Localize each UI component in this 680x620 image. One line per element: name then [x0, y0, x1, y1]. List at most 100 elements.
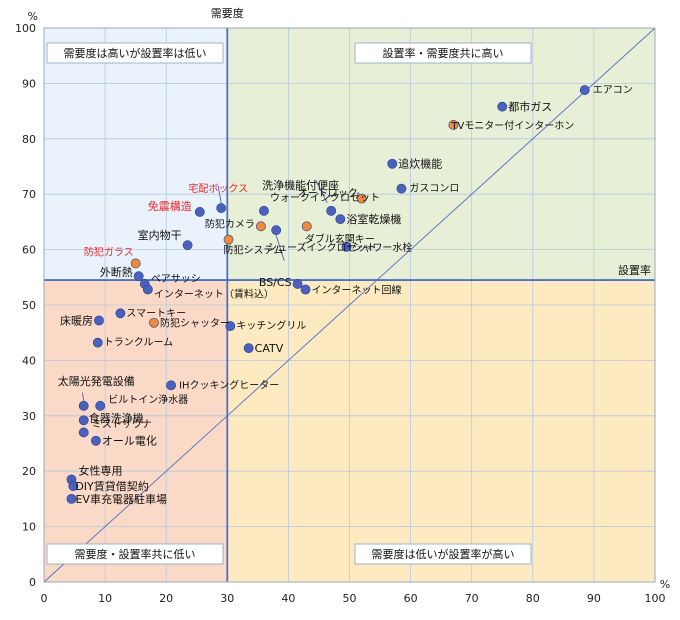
- quadrant-top-left-label: 需要度は高いが設置率は低い: [64, 46, 207, 60]
- data-label: 免震構造: [148, 199, 192, 213]
- quadrant-bottom-left-label: 需要度・設置率共に低い: [75, 547, 196, 561]
- data-label: ミストサウナ: [92, 418, 152, 430]
- data-label: 床暖房: [60, 314, 93, 328]
- data-label: EV車充電器駐車場: [75, 492, 166, 506]
- y-tick-label: 80: [22, 133, 36, 146]
- data-label: 防犯カメラ: [205, 217, 255, 230]
- data-label: 食器洗浄機: [89, 411, 144, 425]
- gridlines: [44, 28, 655, 582]
- data-label: TVモニター付インターホン: [450, 119, 574, 132]
- y-tick-label: 0: [29, 576, 36, 589]
- data-point: [335, 214, 346, 225]
- data-label: CATV: [255, 342, 284, 355]
- data-point: [130, 258, 141, 269]
- quadrant-bottom-left-label-box: [46, 543, 224, 565]
- data-point: [326, 205, 337, 216]
- data-point: [142, 284, 153, 295]
- data-point: [387, 158, 398, 169]
- x-tick-label: 0: [41, 592, 48, 605]
- quadrant-top-right-label: 設置率・需要度共に高い: [383, 46, 504, 60]
- y-tick-label: 30: [22, 410, 36, 423]
- leader-lines: [82, 180, 328, 401]
- data-label: インターネット（賃料込）: [154, 287, 274, 300]
- data-point: [78, 415, 89, 426]
- data-label: 宅配ボックス: [188, 182, 248, 195]
- quadrant-bottom-right-bg: [227, 280, 656, 582]
- y-tick-label: 50: [22, 299, 36, 312]
- y-tick-label: 40: [22, 354, 36, 367]
- data-label: IHクッキングヒーター: [179, 378, 279, 391]
- plot-frame: [43, 27, 656, 583]
- data-point: [68, 481, 79, 492]
- x-tick-label: 20: [159, 592, 173, 605]
- data-point: [292, 279, 303, 289]
- data-label: 都市ガス: [508, 100, 552, 114]
- data-label: DIY賃貸借契約: [75, 479, 148, 493]
- x-tick-label: 40: [281, 592, 295, 605]
- data-point: [78, 427, 89, 438]
- diagonal-line: [43, 27, 656, 583]
- data-label: ダブル玄関キー: [305, 232, 375, 245]
- data-label: 浴室乾燥機: [346, 212, 401, 226]
- data-point: [94, 315, 104, 326]
- x-tick-label: 100: [645, 592, 666, 605]
- data-label: 防犯システム: [224, 244, 284, 257]
- data-point: [243, 343, 254, 354]
- x-unit-label: %: [660, 578, 670, 591]
- data-point: [91, 435, 101, 446]
- data-point: [300, 284, 311, 295]
- data-label: オートロック: [298, 188, 358, 200]
- data-point: [133, 271, 144, 282]
- data-point: [271, 225, 282, 236]
- data-label: 女性専用: [78, 464, 122, 478]
- data-point: [216, 203, 227, 213]
- leader-line: [82, 392, 85, 401]
- y-tick-label: 90: [22, 77, 36, 90]
- demand-axis-label: 需要度: [211, 6, 244, 20]
- data-label: スマートキー: [126, 308, 186, 319]
- data-point: [301, 221, 312, 232]
- data-label: ビルトイン浄水器: [108, 393, 188, 406]
- data-point: [115, 308, 126, 319]
- quadrant-bottom-right-label: 需要度は低いが設置率が高い: [372, 547, 515, 561]
- quadrant-bottom-left-bg: [44, 280, 228, 582]
- data-point: [225, 321, 236, 331]
- x-tick-label: 80: [526, 592, 540, 605]
- y-unit-label: %: [28, 10, 38, 23]
- x-tick-label: 90: [587, 592, 601, 605]
- x-tick-label: 50: [343, 592, 357, 605]
- data-label: 洗浄機能付便座: [262, 178, 339, 192]
- data-point: [223, 234, 234, 245]
- data-point: [95, 400, 106, 411]
- data-label: シャワー水栓: [352, 241, 412, 254]
- data-point: [78, 400, 89, 411]
- leader-line: [315, 180, 328, 204]
- data-label: シューズインクロゼット: [267, 241, 377, 254]
- data-point: [356, 193, 367, 204]
- quadrant-top-right-label-box: [354, 42, 532, 64]
- data-label: キッチングリル: [236, 319, 306, 332]
- data-label: 防犯シャッター: [160, 317, 230, 330]
- data-point: [66, 493, 77, 504]
- install-rate-axis-label: 設置率: [618, 263, 651, 277]
- quadrant-backgrounds: [44, 28, 656, 582]
- data-point: [396, 183, 407, 194]
- data-points: [66, 85, 590, 504]
- data-label: オール電化: [102, 434, 157, 448]
- quadrant-top-left-bg: [44, 28, 228, 281]
- data-label: インターネット回線: [312, 283, 402, 296]
- data-point: [194, 207, 205, 217]
- leader-line: [275, 235, 285, 261]
- data-label: ペアサッシ: [151, 273, 201, 285]
- quadrant-bottom-right-label-box: [354, 543, 532, 565]
- data-point: [149, 317, 159, 328]
- data-label: ウォークインクロゼット: [270, 192, 380, 204]
- data-label: BS/CS: [259, 276, 292, 289]
- y-tick-label: 20: [22, 465, 36, 478]
- data-label: 外断熱: [100, 265, 133, 279]
- x-tick-label: 30: [220, 592, 234, 605]
- data-point: [341, 241, 352, 252]
- data-label: 追炊機能: [398, 157, 442, 171]
